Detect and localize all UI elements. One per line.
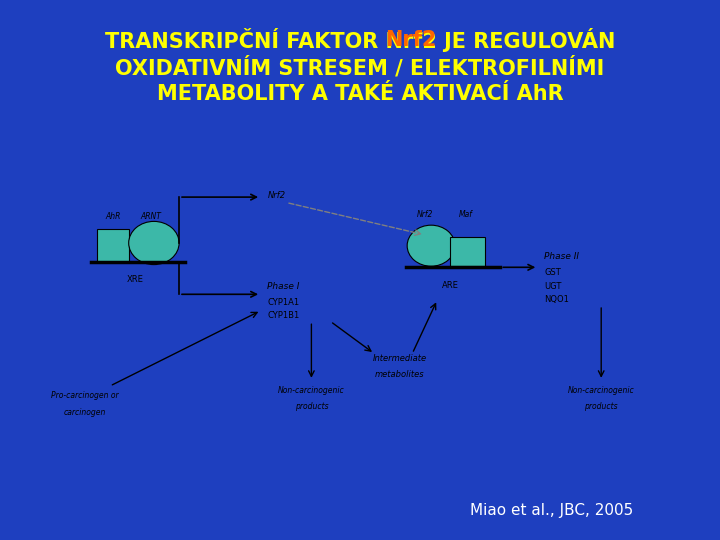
Text: Non-carcinogenic: Non-carcinogenic bbox=[278, 386, 345, 395]
Text: Miao et al., JBC, 2005: Miao et al., JBC, 2005 bbox=[470, 503, 634, 518]
Text: ARE: ARE bbox=[441, 281, 459, 290]
Text: carcinogen: carcinogen bbox=[63, 408, 106, 417]
Circle shape bbox=[129, 221, 179, 265]
Bar bbox=[450, 237, 485, 266]
Text: CYP1B1: CYP1B1 bbox=[267, 312, 300, 320]
Text: TRANSKRIPČNÍ FAKTOR Nrf2 JE REGULOVÁN: TRANSKRIPČNÍ FAKTOR Nrf2 JE REGULOVÁN bbox=[105, 29, 615, 52]
Text: AhR: AhR bbox=[105, 212, 121, 221]
Text: Nrf2: Nrf2 bbox=[267, 191, 285, 200]
Text: CYP1A1: CYP1A1 bbox=[267, 298, 300, 307]
Text: metabolites: metabolites bbox=[375, 370, 424, 379]
Text: ARNT: ARNT bbox=[140, 212, 161, 221]
Text: Phase II: Phase II bbox=[544, 252, 580, 261]
Text: UGT: UGT bbox=[544, 282, 562, 291]
Text: products: products bbox=[585, 402, 618, 411]
Text: Non-carcinogenic: Non-carcinogenic bbox=[568, 386, 634, 395]
Text: NQO1: NQO1 bbox=[544, 295, 570, 304]
Text: Phase I: Phase I bbox=[267, 282, 300, 291]
Text: Nrf2: Nrf2 bbox=[417, 210, 433, 219]
Text: TRANSKRIPČNÍ FAKTOR: TRANSKRIPČNÍ FAKTOR bbox=[0, 30, 281, 51]
Circle shape bbox=[408, 225, 455, 266]
Bar bbox=[97, 230, 129, 262]
Text: METABOLITY A TAKÉ AKTIVACÍ AhR: METABOLITY A TAKÉ AKTIVACÍ AhR bbox=[157, 84, 563, 105]
Text: GST: GST bbox=[544, 268, 562, 277]
Text: OXIDATIVNÍM STRESEM / ELEKTROFILNÍMI: OXIDATIVNÍM STRESEM / ELEKTROFILNÍMI bbox=[115, 57, 605, 78]
Text: Maf: Maf bbox=[459, 210, 473, 219]
Text: TRANSKRIPČNÍ FAKTOR Nrf2 JE REGULOVÁN: TRANSKRIPČNÍ FAKTOR Nrf2 JE REGULOVÁN bbox=[0, 29, 510, 52]
Text: Nrf2: Nrf2 bbox=[385, 30, 437, 51]
Text: XRE: XRE bbox=[127, 275, 143, 285]
Text: Pro-carcinogen or: Pro-carcinogen or bbox=[51, 392, 118, 401]
Text: products: products bbox=[294, 402, 328, 411]
Text: Intermediate: Intermediate bbox=[372, 354, 427, 363]
